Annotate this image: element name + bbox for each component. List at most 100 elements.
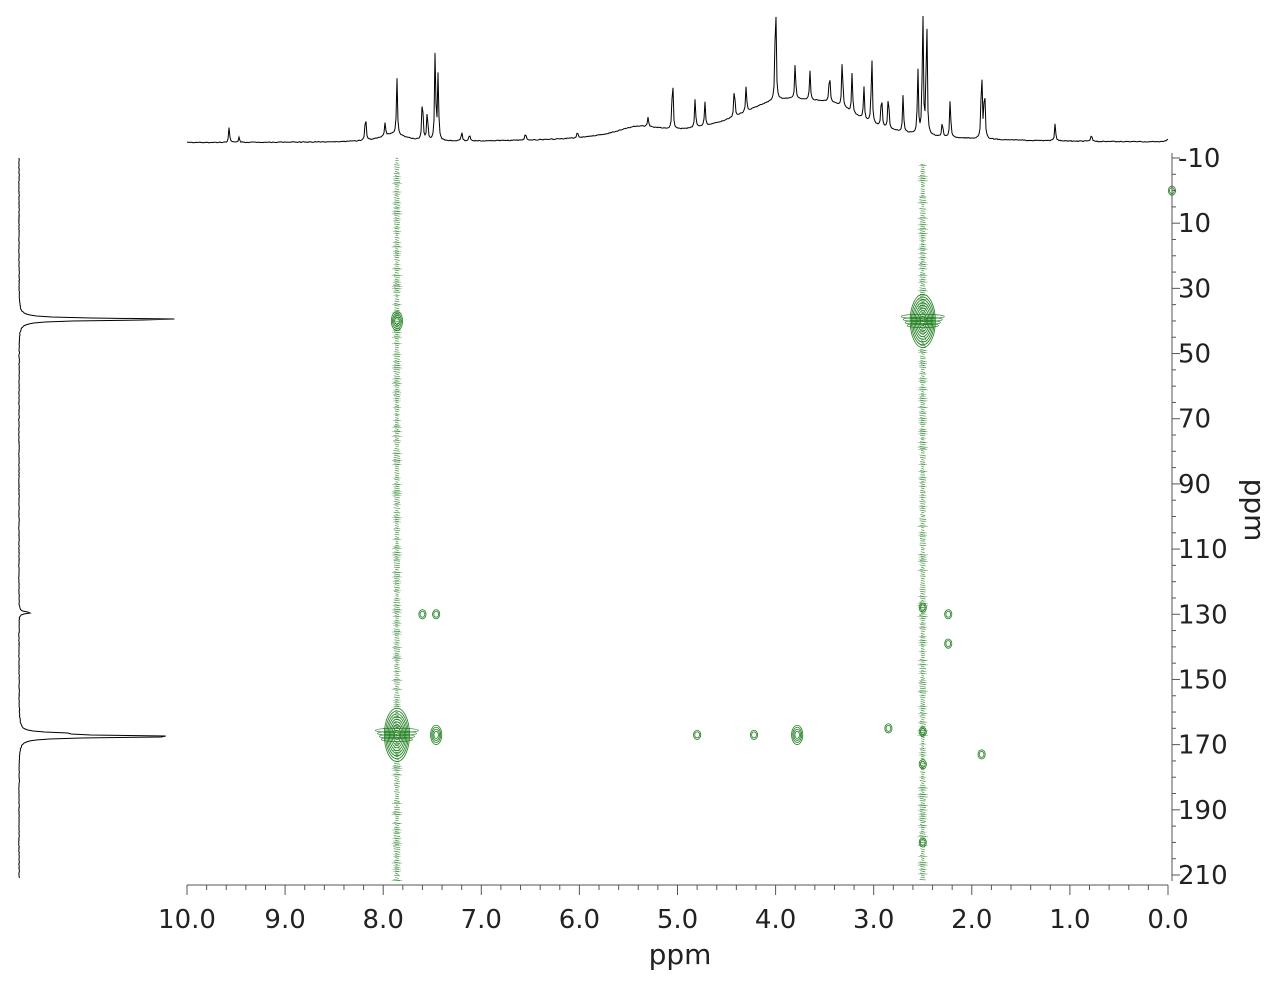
artifact-segment	[921, 194, 925, 197]
artifact-segment	[919, 216, 926, 219]
artifact-segment	[920, 593, 926, 595]
artifact-segment	[920, 577, 925, 580]
artifact-segment	[395, 549, 399, 551]
contour-level	[750, 729, 759, 740]
cross-peak	[918, 837, 927, 848]
artifact-segment	[921, 507, 925, 509]
artifact-segment	[921, 342, 925, 345]
artifact-segment	[395, 318, 399, 320]
artifact-segment	[920, 788, 925, 791]
x-tick-label: 9.0	[264, 905, 305, 935]
artifact-segment	[394, 443, 400, 446]
artifact-segment	[394, 166, 400, 169]
artifact-segment	[920, 582, 925, 585]
contour-level	[919, 728, 926, 735]
artifact-segment	[394, 525, 399, 527]
artifact-segment	[395, 756, 399, 758]
cross-peak	[918, 759, 927, 770]
artifact-segment	[395, 789, 399, 791]
artifact-segment	[395, 261, 399, 263]
artifact-segment	[921, 458, 925, 461]
artifact-segment	[919, 179, 926, 182]
artifact-segment	[921, 353, 925, 355]
artifact-segment	[920, 368, 925, 370]
artifact-segment	[921, 436, 925, 439]
artifact-segment	[394, 364, 400, 366]
contour-level	[394, 729, 400, 740]
artifact-segment	[395, 340, 399, 342]
artifact-segment	[393, 879, 401, 881]
contour-level	[792, 726, 803, 743]
artifact-segment	[395, 415, 399, 417]
artifact-segment	[919, 810, 926, 814]
artifact-segment	[393, 648, 400, 650]
artifact-segment	[920, 736, 925, 738]
artifact-segment	[394, 197, 400, 200]
artifact-segment	[395, 626, 399, 628]
artifact-segment	[395, 417, 399, 419]
artifact-segment	[394, 606, 400, 609]
contour-level	[791, 724, 804, 745]
artifact-segment	[921, 203, 925, 206]
artifact-segment	[395, 344, 399, 346]
artifact-segment	[394, 168, 400, 171]
artifact-segment	[919, 524, 927, 527]
artifact-segment	[919, 518, 927, 520]
contour-level	[385, 710, 409, 760]
artifact-segment	[394, 791, 400, 793]
y-tick-label: -10	[1178, 144, 1220, 174]
artifact-segment	[920, 183, 925, 186]
artifact-segment	[919, 780, 926, 782]
artifact-segment	[394, 419, 400, 421]
artifact-segment	[921, 300, 925, 303]
artifact-segment	[920, 557, 925, 560]
artifact-segment	[395, 333, 399, 336]
artifact-segment	[393, 806, 401, 809]
x-tick-label: 2.0	[951, 905, 992, 935]
artifact-segment	[919, 373, 927, 375]
contour-level	[391, 724, 403, 746]
artifact-segment	[919, 478, 927, 481]
artifact-segment	[395, 542, 399, 545]
artifact-segment	[395, 157, 399, 160]
artifact-segment	[920, 619, 926, 622]
x-tick-label: 0.0	[1147, 905, 1188, 935]
artifact-segment	[394, 795, 400, 798]
artifact-segment	[393, 628, 401, 631]
cross-peak	[430, 724, 443, 745]
artifact-segment	[920, 291, 926, 294]
y-axis: -10 10 30 50 70 90 110 130 150 170 190 210	[1171, 144, 1228, 891]
artifact-segment	[393, 784, 400, 787]
artifact-segment	[920, 282, 925, 286]
artifact-segment	[919, 276, 926, 279]
artifact-segment	[393, 850, 401, 853]
artifact-segment	[921, 205, 925, 208]
artifact-segment	[394, 377, 400, 379]
cross-peak	[750, 729, 759, 740]
artifact-segment	[920, 370, 926, 373]
artifact-segment	[393, 489, 400, 492]
artifact-segment	[921, 670, 925, 672]
artifact-segment	[395, 313, 399, 316]
artifact-segment	[921, 782, 925, 785]
artifact-segment	[919, 355, 926, 358]
artifact-segment	[920, 168, 925, 171]
artifact-segment	[394, 404, 400, 406]
artifact-segment	[920, 551, 925, 554]
contour-level	[431, 726, 442, 743]
artifact-segment	[395, 225, 399, 228]
artifact-segment	[919, 597, 926, 600]
artifact-segment	[920, 450, 925, 452]
x-axis: 10.0 9.0 8.0 7.0 6.0 5.0 4.0 3.0 2.0 1.0 0.0	[158, 884, 1189, 935]
cross-peak	[791, 724, 804, 745]
contour-level	[376, 730, 417, 736]
artifact-segment	[921, 236, 925, 239]
artifact-segment	[395, 384, 399, 386]
artifact-segment	[394, 551, 400, 553]
artifact-segment	[919, 786, 927, 789]
artifact-segment	[921, 714, 925, 716]
artifact-segment	[920, 703, 925, 705]
artifact-segment	[920, 555, 925, 558]
cross-peak	[418, 609, 427, 620]
contour-level	[793, 728, 801, 741]
